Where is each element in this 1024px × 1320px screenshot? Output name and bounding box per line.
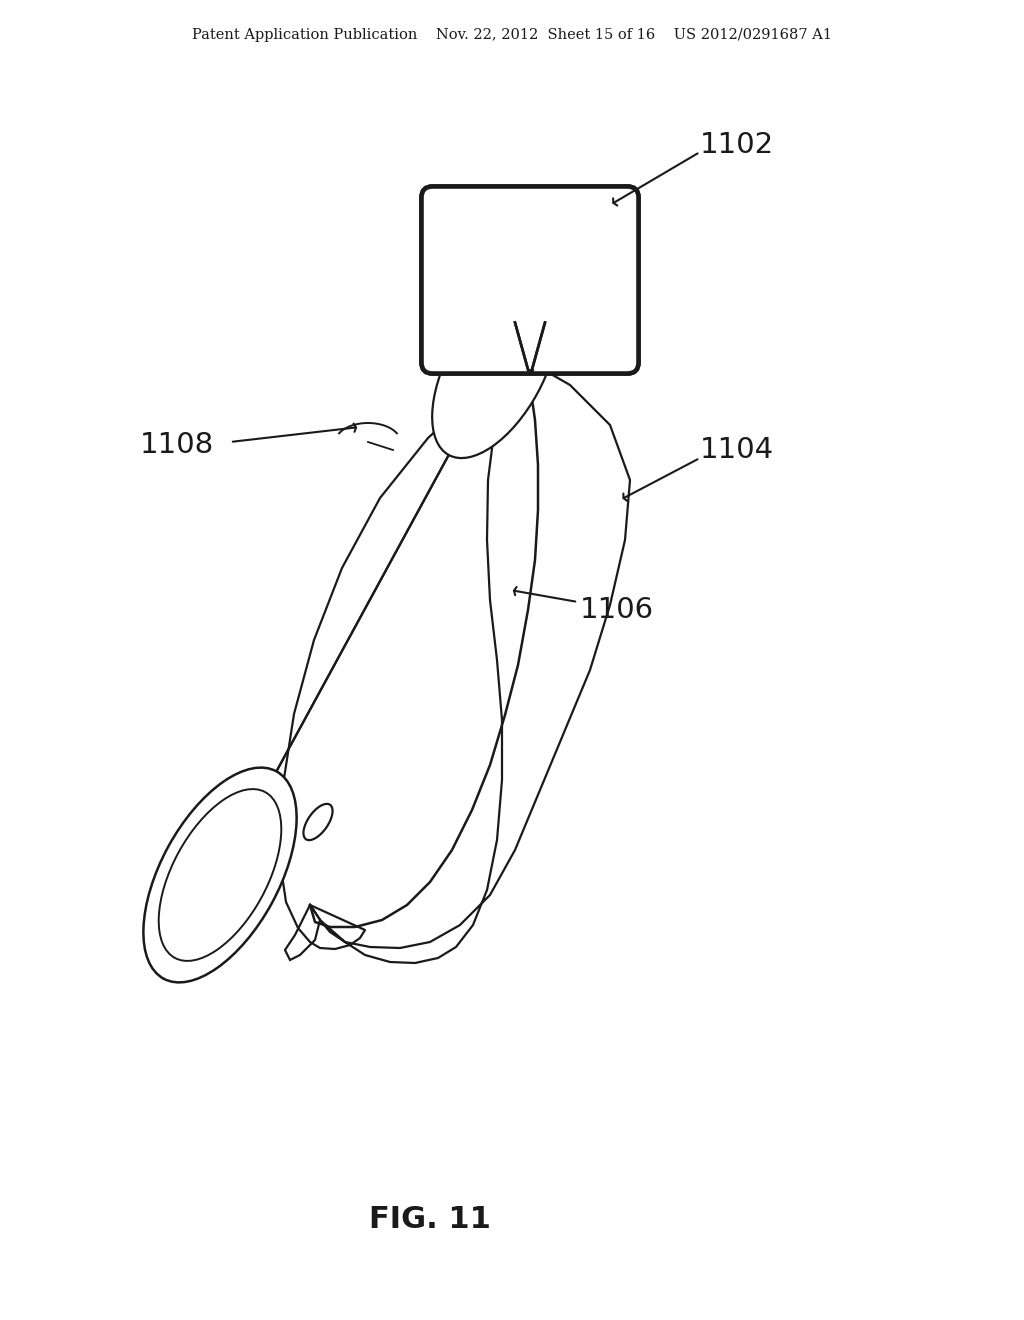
Text: 1102: 1102 [700, 131, 774, 158]
FancyBboxPatch shape [422, 186, 639, 374]
Ellipse shape [432, 282, 558, 458]
Text: 1106: 1106 [580, 597, 654, 624]
Ellipse shape [159, 789, 282, 961]
Text: 1108: 1108 [140, 432, 214, 459]
Ellipse shape [303, 804, 333, 840]
Text: FIG. 11: FIG. 11 [369, 1205, 490, 1234]
Polygon shape [310, 362, 630, 964]
FancyBboxPatch shape [422, 186, 639, 374]
Polygon shape [285, 906, 319, 960]
Text: 1104: 1104 [700, 436, 774, 465]
Text: Patent Application Publication    Nov. 22, 2012  Sheet 15 of 16    US 2012/02916: Patent Application Publication Nov. 22, … [193, 28, 831, 42]
Ellipse shape [143, 768, 297, 982]
